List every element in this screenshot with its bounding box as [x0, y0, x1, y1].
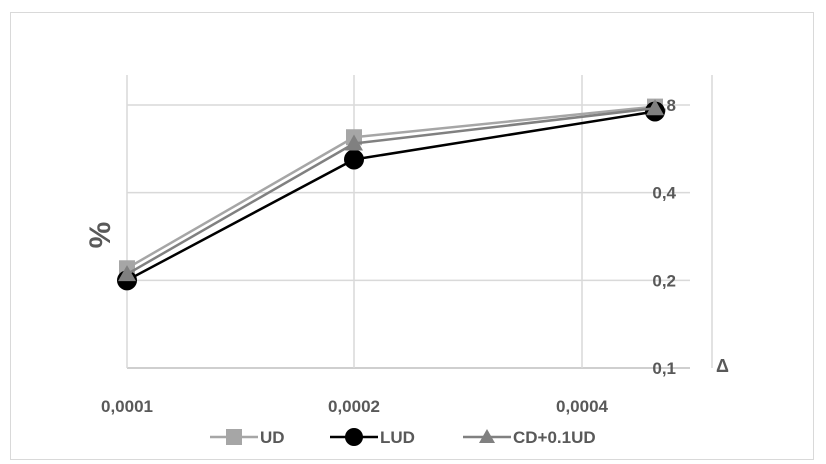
- series-lines: [117, 98, 665, 291]
- data-point-CD+0.1UD-0: [118, 265, 136, 282]
- grid-lines: [126, 75, 713, 369]
- data-point-LUD-1: [344, 149, 364, 170]
- data-point-CD+0.1UD-2: [646, 99, 664, 116]
- legend-marker-LUD: [345, 428, 363, 446]
- y-axis-title: %: [84, 222, 117, 249]
- data-point-CD+0.1UD-1: [345, 134, 363, 151]
- legend-marker-CD+0.1UD: [479, 429, 495, 443]
- tick-labels: 0,10,20,40,80,0001 0,0002 0,0004: [101, 96, 677, 416]
- series-line-UD: [126, 105, 656, 270]
- x-tick-label: 0,0001: [101, 397, 153, 416]
- y-tick-label: 0,1: [652, 359, 676, 378]
- legend-marker-UD: [226, 429, 242, 445]
- series-line-LUD: [126, 110, 656, 282]
- legend-label-UD: UD: [260, 428, 285, 447]
- legend-label-CD+0.1UD: CD+0.1UD: [513, 428, 596, 447]
- x-axis-title: Δ: [716, 356, 729, 376]
- x-tick-label: 0,0002: [328, 397, 380, 416]
- x-tick-label: 0,0004: [556, 397, 609, 416]
- y-tick-label: 0,4: [652, 184, 676, 203]
- y-tick-label: 0,2: [652, 271, 676, 290]
- legend-label-LUD: LUD: [380, 428, 415, 447]
- legend: UD LUD CD+0.1UD: [210, 428, 596, 447]
- chart-area: [10, 12, 814, 460]
